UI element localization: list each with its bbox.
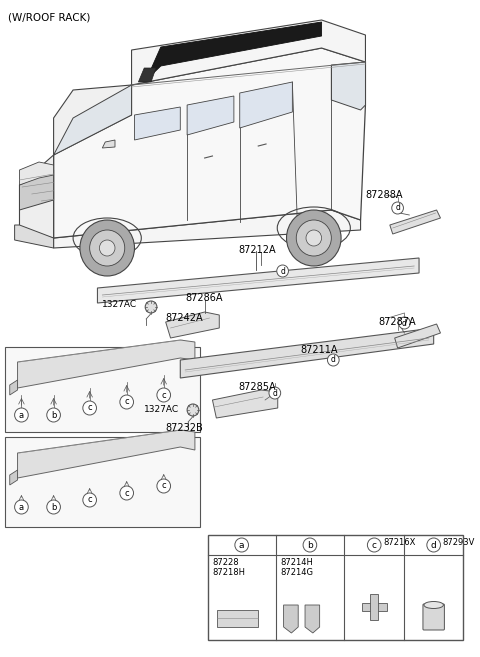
Polygon shape [305,605,320,633]
Circle shape [269,387,281,399]
FancyBboxPatch shape [207,535,463,640]
Circle shape [187,404,199,416]
Polygon shape [18,340,195,388]
Polygon shape [187,96,234,135]
Circle shape [83,493,96,507]
Circle shape [327,354,339,366]
Text: a: a [19,411,24,420]
Polygon shape [54,85,132,155]
Circle shape [145,301,157,313]
Text: b: b [307,541,313,549]
Polygon shape [180,328,433,378]
Circle shape [157,388,170,402]
Polygon shape [102,140,115,148]
Circle shape [120,395,133,409]
Text: 87285A: 87285A [239,382,276,392]
Polygon shape [54,210,360,248]
Circle shape [427,538,441,552]
Text: 1327AC: 1327AC [144,405,180,414]
Text: c: c [161,390,166,399]
Text: 87242A: 87242A [166,313,204,323]
Circle shape [277,265,288,277]
Polygon shape [395,324,441,348]
Circle shape [14,408,28,422]
Text: a: a [239,541,244,549]
Circle shape [287,210,341,266]
Text: (W/ROOF RACK): (W/ROOF RACK) [8,12,90,22]
Polygon shape [240,82,292,128]
Polygon shape [18,430,195,478]
Polygon shape [5,347,200,432]
Text: c: c [161,482,166,491]
Circle shape [80,220,134,276]
Circle shape [157,479,170,493]
Circle shape [392,202,404,214]
Text: a: a [19,503,24,512]
Text: d: d [272,388,277,397]
Text: 87288A: 87288A [365,190,403,200]
Text: d: d [431,541,436,549]
Text: b: b [51,503,56,512]
Text: b: b [51,411,56,420]
Polygon shape [138,68,156,82]
Text: c: c [87,403,92,413]
FancyBboxPatch shape [423,604,444,630]
Polygon shape [371,594,378,620]
Polygon shape [331,62,365,110]
Text: 87214H
87214G: 87214H 87214G [281,558,313,578]
Ellipse shape [424,602,444,608]
Polygon shape [10,380,18,395]
Text: c: c [372,541,377,549]
Circle shape [398,317,410,329]
Circle shape [90,230,125,266]
Text: 87228
87218H: 87228 87218H [213,558,245,578]
Polygon shape [10,470,18,485]
Text: d: d [280,267,285,275]
Polygon shape [5,437,200,527]
Polygon shape [20,162,54,185]
Polygon shape [284,605,298,633]
Polygon shape [134,107,180,140]
Text: 87211A: 87211A [300,345,337,355]
Text: d: d [395,204,400,212]
Text: 87216X: 87216X [383,538,415,547]
Polygon shape [20,170,54,210]
Polygon shape [14,225,54,248]
Text: 87232B: 87232B [166,423,204,433]
Polygon shape [132,20,365,85]
Text: d: d [331,355,336,365]
Text: c: c [124,397,129,407]
Text: 87286A: 87286A [185,293,223,303]
Text: 87287A: 87287A [378,317,416,327]
Polygon shape [217,610,258,627]
Circle shape [303,538,317,552]
Text: d: d [402,319,407,327]
Text: 87212A: 87212A [239,245,276,255]
Circle shape [367,538,381,552]
Circle shape [235,538,249,552]
Circle shape [120,486,133,500]
Polygon shape [54,48,365,238]
Polygon shape [20,155,54,238]
Polygon shape [361,603,387,611]
Polygon shape [166,312,219,338]
Polygon shape [97,258,419,303]
Text: 1327AC: 1327AC [102,300,137,309]
Polygon shape [390,210,441,234]
Text: c: c [87,495,92,505]
Polygon shape [54,85,132,155]
Circle shape [99,240,115,256]
Text: c: c [124,489,129,497]
Text: 87293V: 87293V [443,538,475,547]
Polygon shape [213,390,278,418]
Circle shape [83,401,96,415]
Polygon shape [146,22,322,80]
Circle shape [14,500,28,514]
Circle shape [306,230,322,246]
Circle shape [47,408,60,422]
Circle shape [296,220,331,256]
Circle shape [47,500,60,514]
